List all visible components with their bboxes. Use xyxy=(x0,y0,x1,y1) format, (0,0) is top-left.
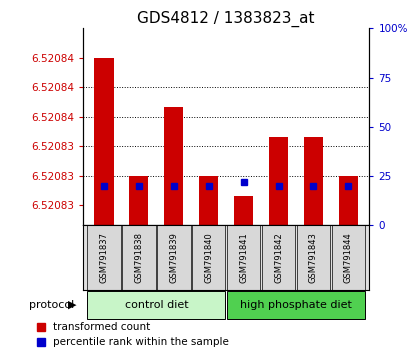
Text: ▶: ▶ xyxy=(68,300,77,310)
Bar xyxy=(262,225,295,290)
Bar xyxy=(332,225,365,290)
Text: protocol: protocol xyxy=(29,300,74,310)
Bar xyxy=(304,137,323,225)
Text: GSM791841: GSM791841 xyxy=(239,232,248,283)
Bar xyxy=(87,225,121,290)
Bar xyxy=(234,196,253,225)
Bar xyxy=(192,225,225,290)
Bar xyxy=(157,225,190,290)
Title: GDS4812 / 1383823_at: GDS4812 / 1383823_at xyxy=(137,11,315,27)
Bar xyxy=(87,291,225,319)
Bar xyxy=(227,225,260,290)
Bar xyxy=(129,176,149,225)
Bar xyxy=(269,137,288,225)
Text: GSM791838: GSM791838 xyxy=(134,232,143,283)
Bar xyxy=(199,176,218,225)
Bar xyxy=(164,107,183,225)
Text: control diet: control diet xyxy=(124,300,188,310)
Bar xyxy=(227,291,365,319)
Text: GSM791842: GSM791842 xyxy=(274,232,283,283)
Bar xyxy=(94,58,114,225)
Text: GSM791844: GSM791844 xyxy=(344,232,353,283)
Text: GSM791837: GSM791837 xyxy=(100,232,108,283)
Text: GSM791843: GSM791843 xyxy=(309,232,318,283)
Text: high phosphate diet: high phosphate diet xyxy=(240,300,352,310)
Legend: transformed count, percentile rank within the sample: transformed count, percentile rank withi… xyxy=(37,322,229,347)
Text: GSM791839: GSM791839 xyxy=(169,232,178,283)
Bar xyxy=(339,176,358,225)
Text: GSM791840: GSM791840 xyxy=(204,232,213,283)
Bar xyxy=(122,225,156,290)
Bar xyxy=(297,225,330,290)
